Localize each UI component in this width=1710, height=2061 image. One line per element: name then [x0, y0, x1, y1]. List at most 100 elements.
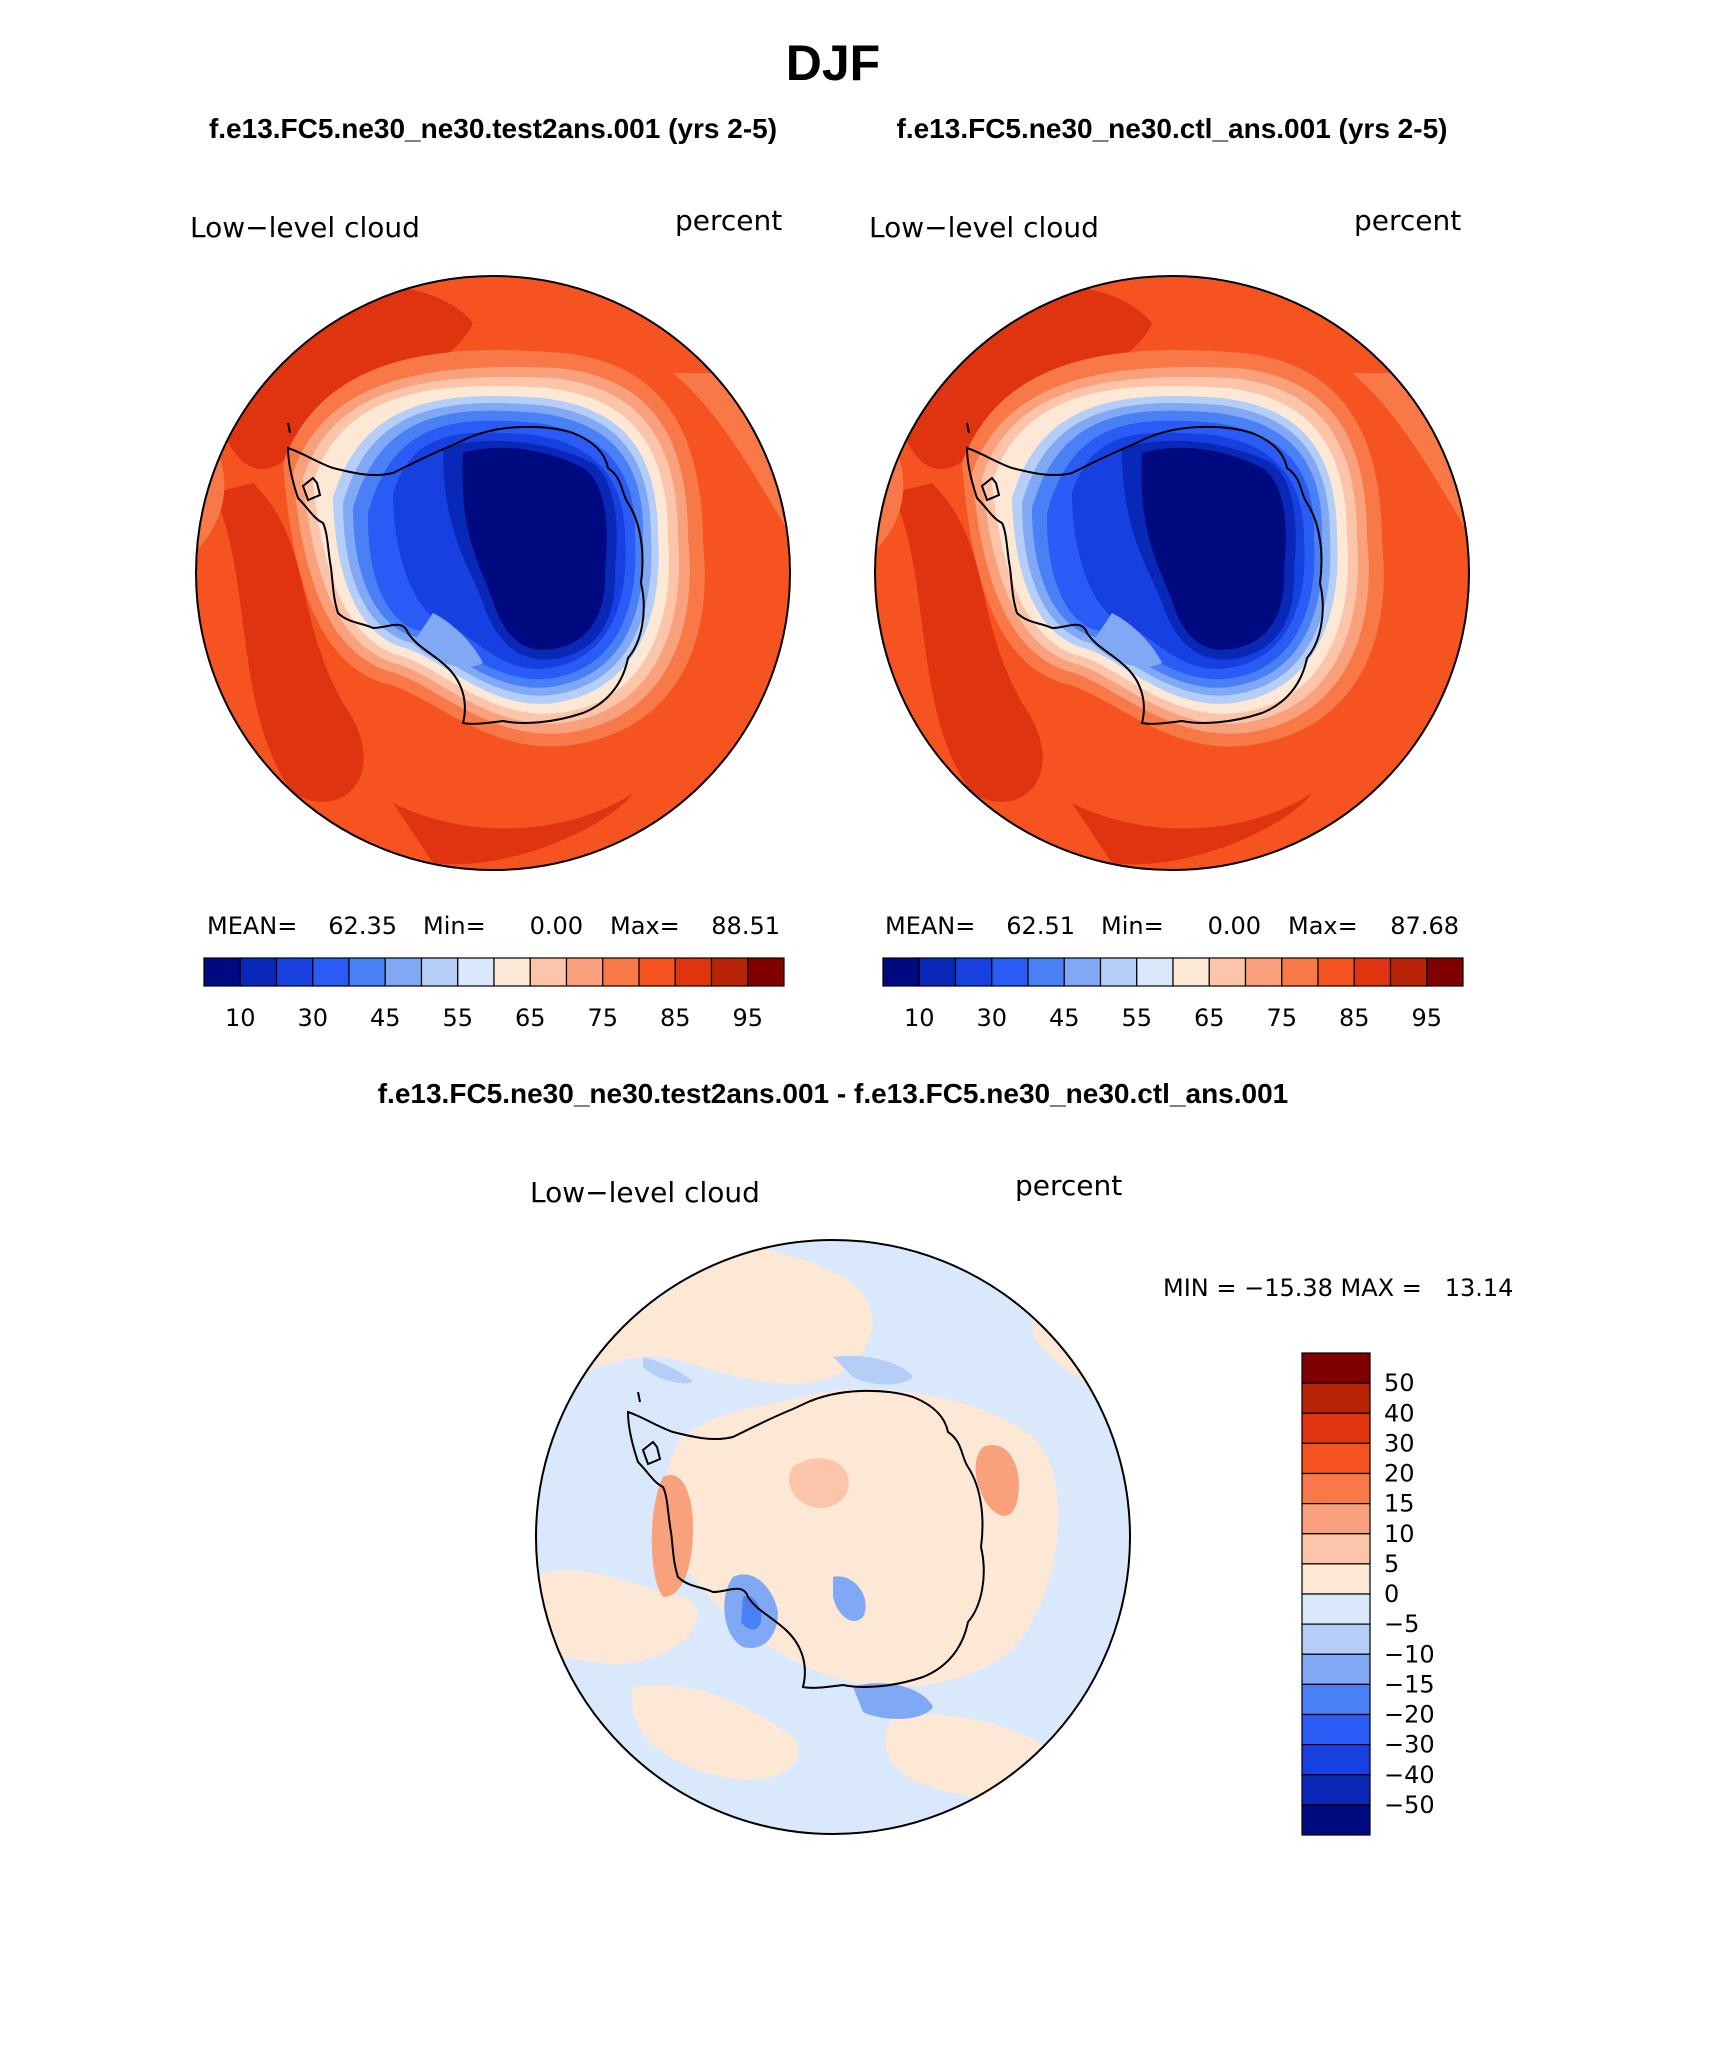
polar-map [875, 276, 1469, 870]
colorbar-box [1301, 1744, 1371, 1776]
panel-difference: Low−level cloud percent MIN = −15.38 MAX… [530, 1169, 1513, 1836]
colorbar-box [275, 957, 314, 987]
colorbar-box [1389, 957, 1428, 987]
colorbar-box [239, 957, 278, 987]
colorbar-box [954, 957, 993, 987]
colorbar-box [1301, 1774, 1371, 1806]
colorbar-box [1172, 957, 1210, 987]
mean-label: MEAN= [207, 912, 297, 940]
panel-test-case: Low−level cloud percent MEAN= 62.35 Min=… [190, 204, 791, 1032]
colorbar-tick-label: −5 [1384, 1610, 1419, 1638]
colorbar-box [602, 957, 640, 987]
colorbar-box [1301, 1442, 1371, 1475]
colorbar-box [1301, 1683, 1371, 1716]
colorbar-tick-label: 5 [1384, 1550, 1399, 1578]
colorbar-tick-label: 0 [1384, 1580, 1399, 1608]
colorbar-box [348, 957, 386, 987]
colorbar-tick-label: −10 [1384, 1640, 1435, 1668]
mean-value: 62.35 [328, 912, 397, 940]
colorbar-box [1301, 1472, 1371, 1505]
polar-map [536, 1240, 1130, 1834]
colorbar-box [1353, 957, 1392, 987]
colorbar-box [312, 957, 350, 987]
max-label: Max= [1288, 912, 1358, 940]
colorbar-box [1099, 957, 1138, 987]
mean-value: 62.51 [1006, 912, 1075, 940]
colorbar-tick-label: −20 [1384, 1701, 1435, 1729]
colorbar-right: 10 30 45 55 65 75 85 95 [882, 957, 1464, 1032]
case-title-right: f.e13.FC5.ne30_ne30.ctl_ans.001 (yrs 2-5… [897, 113, 1448, 144]
colorbar-box [638, 957, 676, 987]
colorbar-box [1301, 1653, 1371, 1685]
colorbar-box [1301, 1563, 1371, 1595]
colorbar-box [882, 957, 920, 987]
colorbar-box [384, 957, 423, 987]
colorbar-tick-label: 10 [225, 1004, 256, 1032]
colorbar-box [565, 957, 604, 987]
colorbar-box [710, 957, 749, 987]
max-label: Max= [610, 912, 680, 940]
colorbar-box [1301, 1382, 1371, 1414]
map-border [874, 275, 1470, 871]
variable-label: Low−level cloud [530, 1176, 760, 1209]
colorbar-box [1301, 1503, 1371, 1535]
colorbar-box [420, 957, 459, 987]
colorbar-box [1027, 957, 1065, 987]
colorbar-tick-label: 65 [515, 1004, 546, 1032]
colorbar-box [991, 957, 1029, 987]
colorbar-tick-label: 10 [1384, 1520, 1415, 1548]
colorbar-box [1136, 957, 1174, 987]
min-value: 0.00 [1208, 912, 1261, 940]
colorbar-box [1317, 957, 1355, 987]
colorbar-box [1301, 1804, 1371, 1836]
colorbar-box [1301, 1713, 1371, 1746]
colorbar-tick-label: −15 [1384, 1670, 1435, 1698]
colorbar-tick-label: 10 [904, 1004, 935, 1032]
colorbar-box [203, 957, 241, 987]
colorbar-box [747, 957, 785, 987]
colorbar-tick-label: −50 [1384, 1791, 1435, 1819]
min-label: Min= [423, 912, 486, 940]
variable-label: Low−level cloud [190, 211, 420, 244]
colorbar-box [1301, 1533, 1371, 1565]
colorbar-box [918, 957, 957, 987]
colorbar-tick-label: 30 [1384, 1429, 1415, 1457]
colorbar-tick-label: 95 [732, 1004, 763, 1032]
colorbar-tick-label: 85 [1339, 1004, 1370, 1032]
colorbar-tick-label: 95 [1411, 1004, 1442, 1032]
colorbar-box [1426, 957, 1464, 987]
colorbar-tick-label: 30 [976, 1004, 1007, 1032]
colorbar-tick-label: 55 [1121, 1004, 1152, 1032]
diff-title: f.e13.FC5.ne30_ne30.test2ans.001 - f.e13… [378, 1078, 1289, 1109]
max-value: 88.51 [711, 912, 780, 940]
colorbar-tick-label: 30 [297, 1004, 328, 1032]
colorbar-box [674, 957, 713, 987]
map-border [535, 1239, 1131, 1835]
colorbar-box [1301, 1352, 1371, 1384]
units-label: percent [675, 204, 782, 237]
colorbar-box [1301, 1623, 1371, 1655]
colorbar-tick-label: 75 [1266, 1004, 1297, 1032]
colorbar-box [457, 957, 495, 987]
colorbar-box [529, 957, 568, 987]
colorbar-tick-label: 40 [1384, 1399, 1415, 1427]
colorbar-tick-label: 45 [370, 1004, 401, 1032]
colorbar-box [1281, 957, 1319, 987]
colorbar-tick-label: −30 [1384, 1731, 1435, 1759]
colorbar-tick-label: 85 [660, 1004, 691, 1032]
colorbar-left: 10 30 45 55 65 75 85 95 [203, 957, 785, 1032]
case-title-left: f.e13.FC5.ne30_ne30.test2ans.001 (yrs 2-… [209, 113, 777, 144]
colorbar-tick-label: 55 [442, 1004, 473, 1032]
map-border [195, 275, 791, 871]
max-value: 87.68 [1390, 912, 1459, 940]
units-label: percent [1015, 1169, 1122, 1202]
min-max-text: MIN = −15.38 MAX = 13.14 [1163, 1274, 1513, 1302]
variable-label: Low−level cloud [869, 211, 1099, 244]
colorbar-box [1244, 957, 1283, 987]
colorbar-tick-label: 20 [1384, 1460, 1415, 1488]
colorbar-tick-label: −40 [1384, 1761, 1435, 1789]
colorbar-box [1063, 957, 1102, 987]
figure-title: DJF [786, 35, 880, 91]
